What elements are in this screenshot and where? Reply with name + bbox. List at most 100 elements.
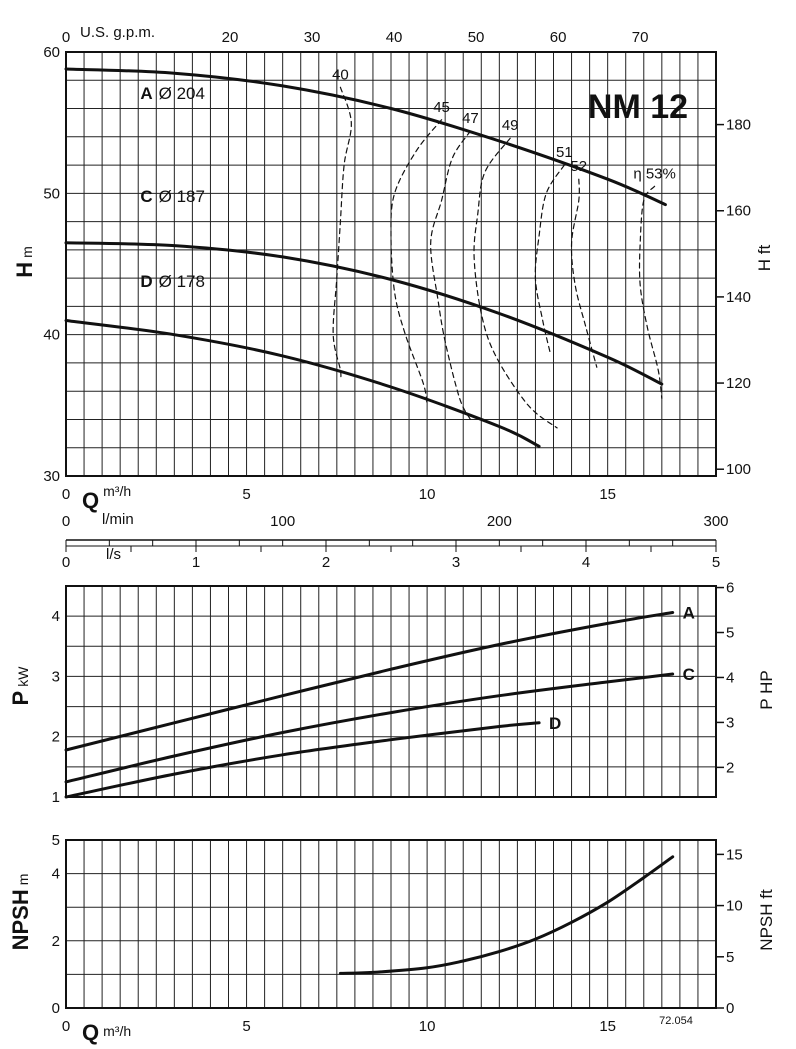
power-y-axis-unit: kW: [15, 666, 31, 687]
ls-tick-label: 2: [322, 554, 330, 571]
power-y2-tick-label: 3: [726, 714, 734, 731]
npsh-y-axis-unit: m: [15, 874, 31, 886]
head-y-tick-label: 60: [43, 44, 60, 61]
npsh-y2-tick-label: 10: [726, 898, 743, 915]
power-y-tick-label: 4: [52, 608, 60, 625]
efficiency-series-eff53: [638, 185, 663, 399]
power-series-c: [64, 672, 675, 784]
npsh-y-tick-label: 4: [52, 866, 60, 883]
power-y2-tick-label: 5: [726, 625, 734, 642]
model-title: NM 12: [588, 88, 688, 126]
head-y-axis-unit: m: [19, 246, 35, 258]
npsh-x-axis-unit: m³/h: [103, 1023, 131, 1039]
npsh-y2-axis-title: NPSH ft: [757, 889, 776, 951]
head-x-tick-label: 10: [419, 486, 436, 503]
head-plot-frame: [65, 51, 717, 477]
head-curve-label: A: [140, 84, 152, 103]
power-curve-label: C: [683, 665, 695, 684]
power-curve-label: D: [549, 714, 561, 733]
power-curve-label: A: [683, 604, 695, 623]
ls-tick-label: 3: [452, 554, 460, 571]
head-x-tick-label: 15: [599, 486, 616, 503]
power-y-tick-label: 1: [52, 789, 60, 806]
npsh-y-axis-symbol: NPSH: [8, 889, 33, 950]
head-y2-tick-label: 140: [726, 289, 751, 306]
head-curve-diameter: Ø 204: [159, 84, 205, 103]
npsh-y-tick-label: 2: [52, 933, 60, 950]
efficiency-label: η 53%: [633, 165, 676, 182]
npsh-x-tick-label: 10: [419, 1018, 436, 1035]
npsh-x-axis-symbol: Q: [82, 1020, 99, 1045]
gpm-tick-label: 50: [468, 29, 485, 46]
power-y2-axis-title: P HP: [757, 670, 776, 709]
head-x-tick-label: 5: [242, 486, 250, 503]
power-y2-tick-label: 2: [726, 759, 734, 776]
efficiency-label: 45: [433, 99, 450, 116]
efficiency-label: 49: [502, 117, 519, 134]
npsh-x-tick-label: 15: [599, 1018, 616, 1035]
head-y-tick-label: 30: [43, 468, 60, 485]
npsh-series-curve: [338, 855, 675, 975]
head-y-tick-label: 40: [43, 327, 60, 344]
efficiency-label: 51: [556, 144, 573, 161]
power-y-axis-symbol: P: [8, 691, 33, 706]
head-series-d: [64, 319, 541, 448]
head-y2-tick-label: 100: [726, 461, 751, 478]
gpm-axis-label: U.S. g.p.m.: [80, 24, 155, 41]
head-y2-tick-label: 180: [726, 117, 751, 134]
head-y2-tick-label: 160: [726, 203, 751, 220]
efficiency-series-eff47: [430, 130, 471, 421]
power-y2-tick-label: 6: [726, 580, 734, 597]
gpm-tick-label: 60: [550, 29, 567, 46]
power-plot-frame: [65, 585, 717, 798]
ls-tick-label: 1: [192, 554, 200, 571]
efficiency-label: 47: [462, 110, 479, 127]
lmin-tick-label: 0: [62, 513, 70, 530]
efficiency-series-eff51: [534, 164, 565, 353]
head-y2-tick-label: 120: [726, 375, 751, 392]
efficiency-series-eff45: [390, 119, 443, 406]
npsh-y-tick-label: 0: [52, 1000, 60, 1017]
head-x-tick-label: 0: [62, 486, 70, 503]
npsh-panel: 0 2 4 5 0 5 10 15 0 5 10 15 NPSH m NPSH ft Q m³/h 72.054: [8, 832, 776, 1045]
npsh-plot-frame: [65, 839, 717, 1009]
power-series-d: [64, 721, 541, 799]
lmin-tick-label: 100: [270, 513, 295, 530]
head-y-axis-title: Hm: [12, 246, 37, 278]
power-y-axis-title: PkW: [8, 666, 33, 706]
npsh-y2-tick-label: 15: [726, 846, 743, 863]
efficiency-label: 40: [332, 66, 349, 83]
ls-tick-label: 5: [712, 554, 720, 571]
efficiency-series-eff49: [473, 137, 558, 429]
ls-axis-label: l/s: [106, 546, 121, 563]
npsh-x-tick-label: 5: [242, 1018, 250, 1035]
power-y-tick-label: 2: [52, 729, 60, 746]
gpm-tick-label: 40: [386, 29, 403, 46]
npsh-x-tick-label: 0: [62, 1018, 70, 1035]
gpm-tick-label: 30: [304, 29, 321, 46]
lmin-tick-label: 200: [487, 513, 512, 530]
gpm-tick-label: 0: [62, 29, 70, 46]
npsh-y2-tick-label: 5: [726, 949, 734, 966]
npsh-y2-tick-label: 0: [726, 1000, 734, 1017]
power-series-a: [64, 611, 675, 752]
gpm-tick-label: 70: [632, 29, 649, 46]
npsh-y-axis-title: NPSH m: [8, 874, 33, 951]
head-y2-axis-title: H ft: [755, 245, 774, 272]
efficiency-series-eff40: [332, 86, 352, 381]
head-x-axis-symbol: Q: [82, 488, 99, 513]
head-y-tick-label: 50: [43, 185, 60, 202]
head-curve-label: D: [140, 272, 152, 291]
power-panel: 1 2 3 4 2 3 4 5 6 PkW P HP A C D: [8, 580, 776, 806]
head-series-c: [64, 241, 664, 386]
head-series-a: [64, 67, 667, 207]
head-x-axis-unit: m³/h: [103, 483, 131, 499]
head-curve-label: C: [140, 187, 152, 206]
lmin-axis-label: l/min: [102, 511, 134, 528]
ls-tick-label: 0: [62, 554, 70, 571]
head-curve-diameter: Ø 178: [159, 272, 205, 291]
